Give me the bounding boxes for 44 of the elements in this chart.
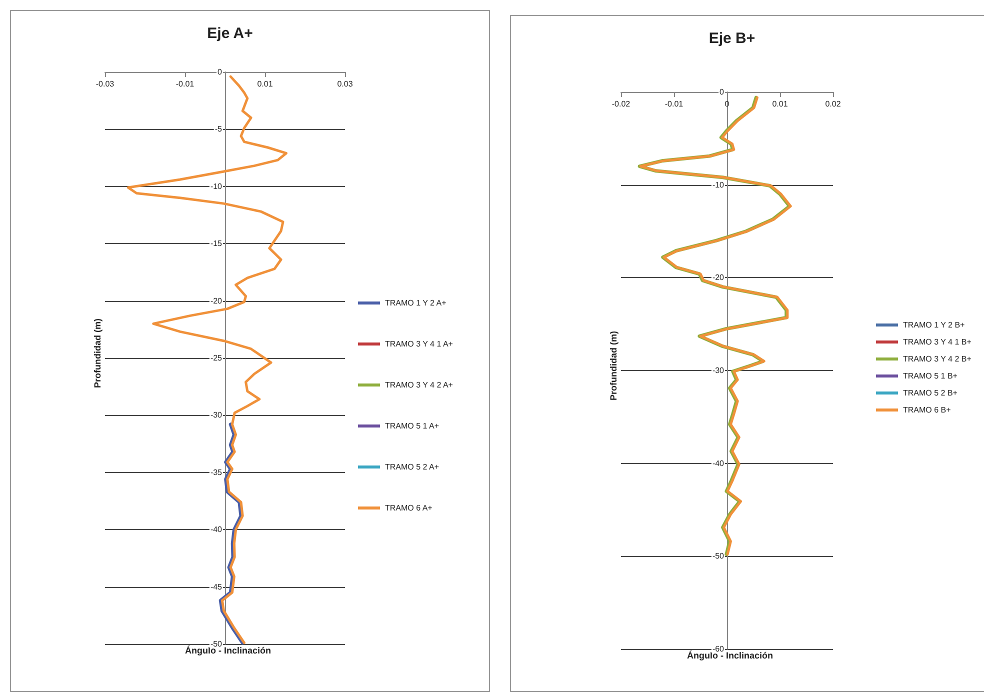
y-axis-title: Profundidad (m) — [92, 318, 102, 388]
x-tick-label: -0.01 — [176, 80, 195, 88]
y-tick-label: -45 — [210, 582, 223, 592]
y-tick-label: -25 — [210, 354, 223, 362]
legend-label: TRAMO 5 1 B+ — [903, 372, 958, 380]
x-axis-title: Ángulo - Inclinación — [687, 650, 773, 660]
y-tick-label: -50 — [712, 552, 725, 561]
y-tick-label: -30 — [712, 366, 725, 375]
legend-label: TRAMO 5 1 A+ — [385, 422, 440, 430]
x-tick-label: -0.03 — [96, 80, 115, 88]
legend-label: TRAMO 1 Y 2 B+ — [903, 320, 966, 330]
legend-label: TRAMO 3 Y 4 2 B+ — [903, 354, 972, 364]
y-tick-label: -20 — [712, 273, 725, 282]
legend-label: TRAMO 3 Y 4 1 A+ — [385, 340, 454, 348]
legend-label: TRAMO 3 Y 4 2 A+ — [385, 380, 454, 390]
chart-title: Eje A+ — [207, 25, 254, 42]
y-axis-title: Profundidad (m) — [608, 331, 618, 400]
legend-label: TRAMO 5 2 B+ — [903, 388, 958, 398]
y-tick-label: -40 — [712, 458, 725, 468]
y-tick-label: -50 — [210, 640, 223, 648]
legend-label: TRAMO 5 2 A+ — [385, 462, 440, 472]
legend-label: TRAMO 6 A+ — [385, 504, 433, 512]
y-tick-label: -10 — [712, 180, 725, 190]
y-tick-label: -15 — [210, 239, 223, 248]
x-tick-label: 0.02 — [825, 100, 842, 108]
y-tick-label: -30 — [210, 410, 223, 420]
x-tick-label: 0.01 — [772, 100, 788, 108]
legend-label: TRAMO 1 Y 2 A+ — [385, 298, 447, 308]
y-tick-label: -40 — [210, 525, 223, 534]
y-tick-label: -5 — [214, 124, 223, 134]
y-tick-label: -35 — [210, 468, 223, 477]
x-axis-title: Ángulo - Inclinación — [185, 646, 271, 656]
x-tick-label: 0.03 — [337, 80, 354, 88]
y-tick-label: -20 — [210, 296, 223, 306]
x-tick-label: 0.01 — [257, 80, 274, 88]
chart-title: Eje B+ — [708, 30, 756, 47]
legend-label: TRAMO 3 Y 4 1 B+ — [903, 338, 972, 346]
x-tick-label: -0.02 — [612, 100, 631, 108]
y-tick-label: -10 — [210, 182, 223, 191]
legend-label: TRAMO 6 B+ — [903, 406, 952, 414]
x-tick-label: -0.01 — [664, 100, 684, 108]
y-tick-label: 0 — [720, 88, 725, 96]
y-tick-label: 0 — [218, 68, 223, 76]
y-tick-label: -60 — [712, 644, 725, 654]
